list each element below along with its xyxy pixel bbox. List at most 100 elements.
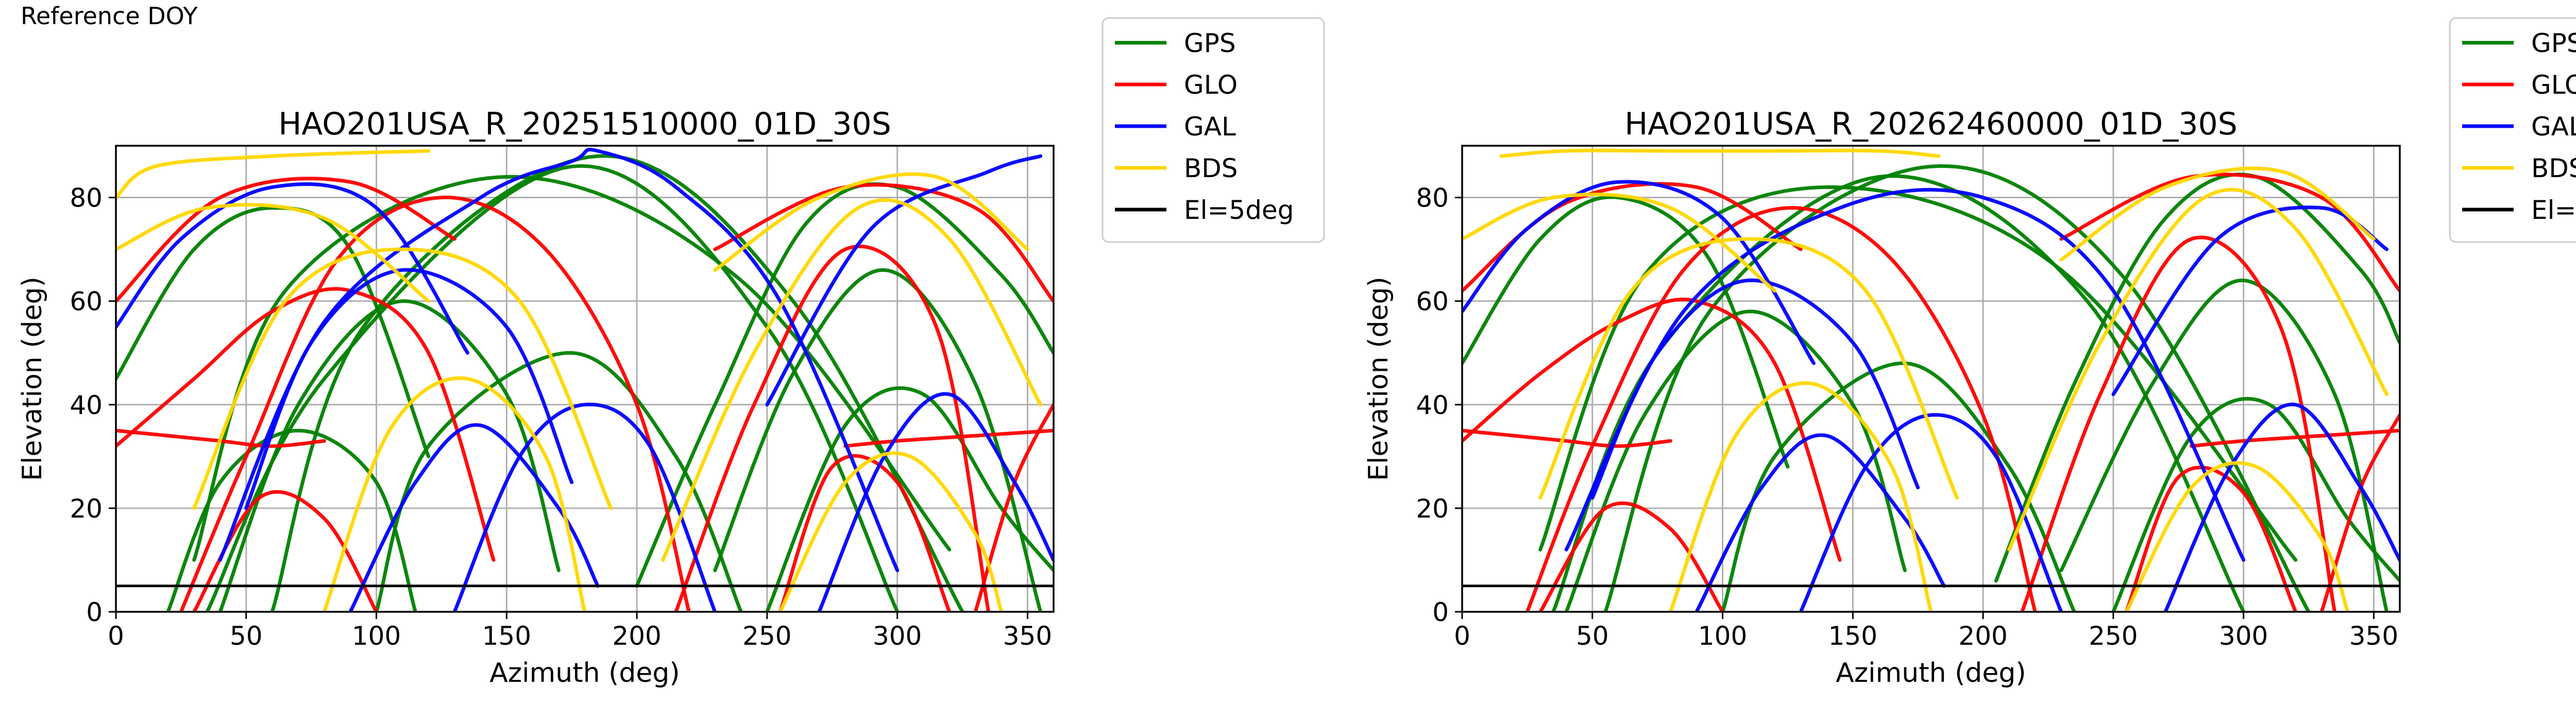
satellite-track <box>2059 166 2376 262</box>
satellite-track <box>674 244 991 612</box>
satellite-track <box>244 268 574 510</box>
satellite-track <box>1799 413 2063 612</box>
satellite-track <box>116 177 456 303</box>
x-tick-label: 250 <box>742 621 791 651</box>
x-tick-label: 0 <box>1454 621 1470 651</box>
series-glo <box>1462 173 2400 612</box>
x-tick-label: 100 <box>1698 621 1747 651</box>
satellite-track <box>843 428 1054 448</box>
x-tick-label: 50 <box>230 621 263 651</box>
satellite-track <box>635 182 1054 588</box>
x-axis-label: Azimuth (deg) <box>489 658 680 689</box>
y-tick-label: 80 <box>70 183 103 213</box>
legend-label: BDS <box>2531 153 2576 183</box>
legend-label: GAL <box>2531 112 2576 142</box>
y-tick-label: 60 <box>70 287 103 317</box>
data-layer <box>116 148 1054 612</box>
y-axis-label: Elevation (deg) <box>17 277 48 481</box>
satellite-track <box>1538 501 1725 612</box>
x-tick-label: 250 <box>2089 621 2138 651</box>
satellite-track <box>2059 173 2400 293</box>
satellite-track <box>1994 173 2400 583</box>
legend-label: BDS <box>1184 153 1238 183</box>
satellite-track <box>817 392 1054 612</box>
x-tick-label: 0 <box>108 621 124 651</box>
y-tick-label: 80 <box>1416 183 1449 213</box>
figure-note: Reference DOY <box>21 2 198 30</box>
satellite-track <box>713 172 1029 272</box>
satellite-track <box>1721 361 2076 612</box>
satellite-track <box>2163 402 2400 612</box>
satellite-track <box>192 247 613 510</box>
x-tick-label: 150 <box>482 621 531 651</box>
satellite-track <box>778 451 1004 612</box>
satellite-track <box>1694 433 1946 612</box>
series-bds <box>116 149 1043 612</box>
series-glo <box>116 177 1054 612</box>
data-layer <box>1462 148 2400 612</box>
x-tick-label: 350 <box>1003 621 1052 651</box>
satellite-track <box>218 299 561 612</box>
legend-label: GLO <box>1184 70 1238 100</box>
y-tick-label: 0 <box>86 597 103 627</box>
series-gal <box>1462 180 2400 612</box>
plot-frame <box>115 145 1055 613</box>
satellite-track <box>661 198 1043 562</box>
satellite-track <box>1525 206 2037 612</box>
series-gal <box>116 148 1054 612</box>
legend-label: GPS <box>1184 28 1236 58</box>
satellite-track <box>1590 278 1920 500</box>
satellite-track <box>1538 185 2298 562</box>
y-tick-label: 40 <box>1416 390 1449 420</box>
legend: GPS GLO GAL BDS El=5deg <box>2449 17 2576 243</box>
satellite-track <box>1462 297 1842 562</box>
series-bds <box>1462 148 2389 612</box>
y-axis-label: Elevation (deg) <box>1363 277 1394 481</box>
satellite-track <box>1462 180 1816 365</box>
satellite-track <box>1462 193 1777 293</box>
satellite-track <box>713 183 1054 303</box>
satellite-track <box>348 423 600 612</box>
satellite-track <box>1551 174 2246 612</box>
chart-title: HAO201USA_R_20251510000_01D_30S <box>278 106 891 142</box>
satellite-track <box>1603 164 2311 612</box>
series-gps <box>1462 164 2400 612</box>
satellite-track <box>1499 148 1941 158</box>
chart-panel-2: 0 50 100 150 200 250 300 350 0 20 40 60 80 HAO201USA_… <box>1363 17 2576 689</box>
satellite-track <box>179 195 691 612</box>
satellite-track <box>2124 461 2350 612</box>
legend-label: GPS <box>2531 28 2576 58</box>
satellite-track <box>166 428 417 612</box>
satellite-track <box>765 386 1054 612</box>
satellite-track <box>1462 182 1803 293</box>
satellite-track <box>452 402 717 612</box>
y-tick-label: 20 <box>1416 494 1449 524</box>
y-tick-label: 60 <box>1416 287 1449 317</box>
x-tick-label: 300 <box>873 621 922 651</box>
satellite-track <box>192 175 952 562</box>
legend-box <box>2449 17 2576 243</box>
legend-label: GAL <box>1184 112 1236 142</box>
satellite-track <box>375 351 743 612</box>
legend-label: El=5deg <box>2531 195 2576 225</box>
satellite-track <box>116 206 431 458</box>
satellite-track <box>116 149 431 200</box>
satellite-track <box>270 154 964 612</box>
satellite-track <box>1564 310 1907 612</box>
satellite-track <box>1462 428 1672 448</box>
x-tick-label: 350 <box>2349 621 2398 651</box>
chart-title: HAO201USA_R_20262460000_01D_30S <box>1624 106 2238 142</box>
satellite-track <box>322 376 587 612</box>
satellite-track <box>2020 235 2337 612</box>
satellite-track <box>116 203 431 303</box>
satellite-track <box>2059 278 2389 612</box>
plot-frame <box>1461 145 2401 613</box>
series-gps <box>116 154 1054 612</box>
satellite-track <box>778 454 952 612</box>
satellite-track <box>1538 237 1959 500</box>
satellite-track <box>1462 195 1790 469</box>
satellite-track <box>218 148 900 573</box>
legend-box <box>1101 17 1325 243</box>
